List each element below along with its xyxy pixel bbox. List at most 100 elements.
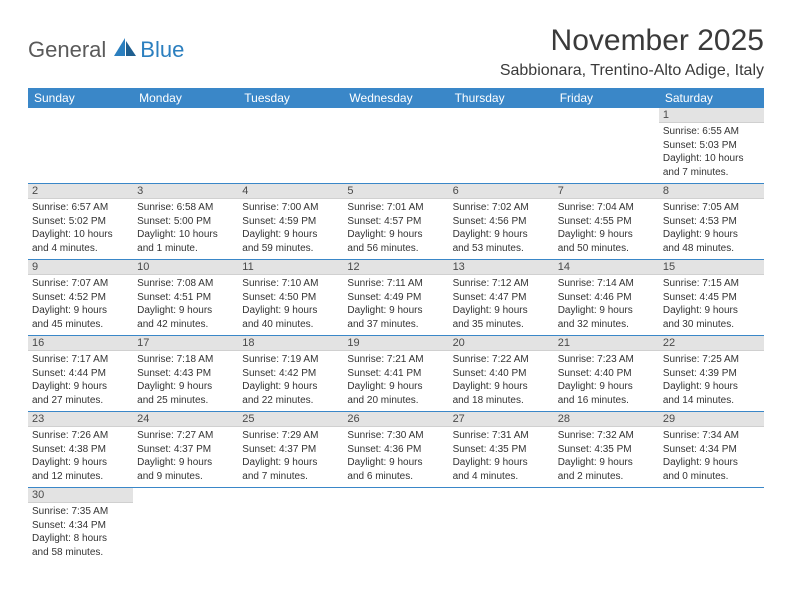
week-row: 23Sunrise: 7:26 AMSunset: 4:38 PMDayligh… xyxy=(28,412,764,488)
day-line: Daylight: 9 hours xyxy=(137,304,234,318)
day-line: Daylight: 9 hours xyxy=(663,304,760,318)
day-line: and 6 minutes. xyxy=(347,470,444,484)
day-line: Sunset: 4:40 PM xyxy=(558,367,655,381)
day-line: and 9 minutes. xyxy=(137,470,234,484)
day-cell: 9Sunrise: 7:07 AMSunset: 4:52 PMDaylight… xyxy=(28,260,133,335)
day-line: Sunrise: 6:57 AM xyxy=(32,201,129,215)
weekday-header-row: Sunday Monday Tuesday Wednesday Thursday… xyxy=(28,88,764,108)
day-line: Daylight: 9 hours xyxy=(347,304,444,318)
day-line: and 12 minutes. xyxy=(32,470,129,484)
day-line: Sunset: 4:42 PM xyxy=(242,367,339,381)
day-number: 5 xyxy=(343,184,448,199)
day-cell: 26 Sunrise: 7:30 AMSunset: 4:36 PMDayligh… xyxy=(343,412,448,487)
day-line: Daylight: 9 hours xyxy=(347,456,444,470)
day-line: Sunset: 4:51 PM xyxy=(137,291,234,305)
day-cell: 18Sunrise: 7:19 AMSunset: 4:42 PMDayligh… xyxy=(238,336,343,411)
day-body: Sunrise: 7:00 AMSunset: 4:59 PMDaylight:… xyxy=(238,199,343,259)
day-line: Daylight: 9 hours xyxy=(242,380,339,394)
calendar: Sunday Monday Tuesday Wednesday Thursday… xyxy=(28,88,764,563)
day-line: Daylight: 9 hours xyxy=(558,304,655,318)
day-cell: 4Sunrise: 7:00 AMSunset: 4:59 PMDaylight… xyxy=(238,184,343,259)
day-number: 27 xyxy=(449,412,554,427)
week-row: 1Sunrise: 6:55 AMSunset: 5:03 PMDaylight… xyxy=(28,108,764,184)
day-line: Daylight: 9 hours xyxy=(453,380,550,394)
day-line: Sunrise: 7:15 AM xyxy=(663,277,760,291)
day-line: Sunrise: 7:30 AM xyxy=(347,429,444,443)
day-body: Sunrise: 7:34 AMSunset: 4:34 PMDaylight:… xyxy=(659,427,764,487)
page-title: November 2025 xyxy=(500,24,764,58)
day-cell: 1Sunrise: 6:55 AMSunset: 5:03 PMDaylight… xyxy=(659,108,764,183)
day-number: 1 xyxy=(659,108,764,123)
day-body xyxy=(343,491,448,497)
day-line: Sunrise: 7:27 AM xyxy=(137,429,234,443)
day-cell: 5Sunrise: 7:01 AMSunset: 4:57 PMDaylight… xyxy=(343,184,448,259)
day-line: Sunset: 4:35 PM xyxy=(453,443,550,457)
day-line: Daylight: 9 hours xyxy=(663,456,760,470)
day-body: Sunrise: 6:55 AMSunset: 5:03 PMDaylight:… xyxy=(659,123,764,183)
day-line: and 50 minutes. xyxy=(558,242,655,256)
day-line: Sunrise: 7:12 AM xyxy=(453,277,550,291)
day-cell xyxy=(449,108,554,183)
day-line: and 4 minutes. xyxy=(32,242,129,256)
day-body: Sunrise: 7:23 AMSunset: 4:40 PMDaylight:… xyxy=(554,351,659,411)
day-line: Sunset: 4:36 PM xyxy=(347,443,444,457)
day-number: 14 xyxy=(554,260,659,275)
day-number: 29 xyxy=(659,412,764,427)
day-body: Sunrise: 7:02 AMSunset: 4:56 PMDaylight:… xyxy=(449,199,554,259)
day-number: 10 xyxy=(133,260,238,275)
day-body xyxy=(449,111,554,117)
day-number: 7 xyxy=(554,184,659,199)
weekday-header: Friday xyxy=(554,88,659,108)
day-line: Sunset: 4:49 PM xyxy=(347,291,444,305)
title-block: November 2025 Sabbionara, Trentino-Alto … xyxy=(500,24,764,80)
day-cell: 27Sunrise: 7:31 AMSunset: 4:35 PMDayligh… xyxy=(449,412,554,487)
day-line: and 58 minutes. xyxy=(32,546,129,560)
day-cell: 19Sunrise: 7:21 AMSunset: 4:41 PMDayligh… xyxy=(343,336,448,411)
day-line: Sunrise: 7:05 AM xyxy=(663,201,760,215)
day-line: Sunrise: 7:19 AM xyxy=(242,353,339,367)
day-line: Sunrise: 7:17 AM xyxy=(32,353,129,367)
day-body xyxy=(343,111,448,117)
day-line: Sunrise: 7:31 AM xyxy=(453,429,550,443)
day-number: 30 xyxy=(28,488,133,503)
day-line: and 25 minutes. xyxy=(137,394,234,408)
day-body: Sunrise: 7:29 AMSunset: 4:37 PMDaylight:… xyxy=(238,427,343,487)
day-body xyxy=(28,111,133,117)
day-cell xyxy=(554,488,659,563)
day-number: 23 xyxy=(28,412,133,427)
day-line: Daylight: 9 hours xyxy=(663,380,760,394)
day-line: Sunset: 4:52 PM xyxy=(32,291,129,305)
day-number: 15 xyxy=(659,260,764,275)
day-line: Sunrise: 7:14 AM xyxy=(558,277,655,291)
day-line: Sunrise: 7:08 AM xyxy=(137,277,234,291)
day-line: Sunset: 4:35 PM xyxy=(558,443,655,457)
day-line: Sunrise: 7:32 AM xyxy=(558,429,655,443)
day-line: Daylight: 9 hours xyxy=(453,228,550,242)
day-line: Daylight: 8 hours xyxy=(32,532,129,546)
day-body xyxy=(659,491,764,497)
day-line: and 0 minutes. xyxy=(663,470,760,484)
day-body: Sunrise: 7:15 AMSunset: 4:45 PMDaylight:… xyxy=(659,275,764,335)
weekday-header: Monday xyxy=(133,88,238,108)
day-line: Sunrise: 7:07 AM xyxy=(32,277,129,291)
day-line: Daylight: 9 hours xyxy=(242,456,339,470)
day-body: Sunrise: 7:08 AMSunset: 4:51 PMDaylight:… xyxy=(133,275,238,335)
day-cell xyxy=(238,108,343,183)
day-body: Sunrise: 7:27 AMSunset: 4:37 PMDaylight:… xyxy=(133,427,238,487)
day-line: and 7 minutes. xyxy=(663,166,760,180)
day-line: Daylight: 9 hours xyxy=(32,456,129,470)
day-line: Sunset: 4:34 PM xyxy=(663,443,760,457)
day-body: Sunrise: 7:32 AMSunset: 4:35 PMDaylight:… xyxy=(554,427,659,487)
day-body: Sunrise: 7:11 AMSunset: 4:49 PMDaylight:… xyxy=(343,275,448,335)
day-body: Sunrise: 7:10 AMSunset: 4:50 PMDaylight:… xyxy=(238,275,343,335)
day-line: and 59 minutes. xyxy=(242,242,339,256)
day-line: and 14 minutes. xyxy=(663,394,760,408)
day-line: Daylight: 10 hours xyxy=(137,228,234,242)
day-number: 25 xyxy=(238,412,343,427)
day-number: 6 xyxy=(449,184,554,199)
day-number: 26 xyxy=(343,412,448,427)
day-cell: 12Sunrise: 7:11 AMSunset: 4:49 PMDayligh… xyxy=(343,260,448,335)
day-body: Sunrise: 7:35 AMSunset: 4:34 PMDaylight:… xyxy=(28,503,133,563)
weekday-header: Wednesday xyxy=(343,88,448,108)
weeks-container: 1Sunrise: 6:55 AMSunset: 5:03 PMDaylight… xyxy=(28,108,764,563)
